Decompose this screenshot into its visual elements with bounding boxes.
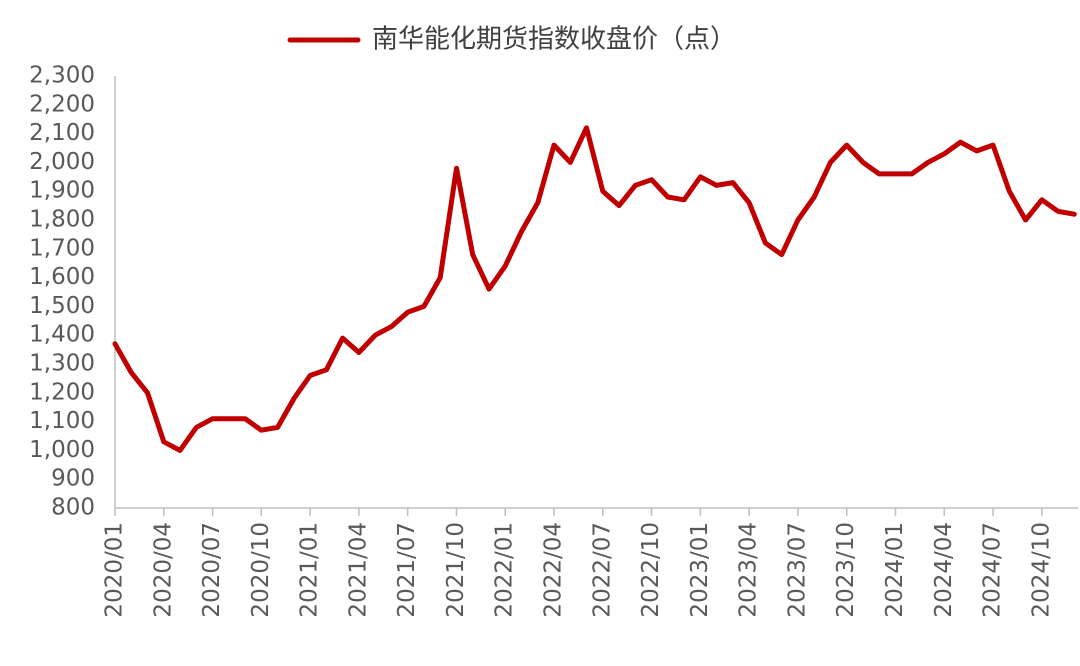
x-tick-label: 2021/10 — [443, 522, 469, 618]
x-tick-label: 2020/04 — [150, 522, 176, 618]
x-tick-label: 2021/04 — [345, 522, 371, 618]
y-tick-label: 1,800 — [29, 207, 95, 233]
y-tick-label: 1,000 — [29, 437, 95, 463]
x-tick-label: 2023/01 — [687, 522, 713, 618]
y-tick-label: 2,300 — [29, 63, 95, 89]
y-tick-label: 2,100 — [29, 120, 95, 146]
x-tick-label: 2024/01 — [882, 522, 908, 618]
y-tick-label: 1,900 — [29, 178, 95, 204]
y-tick-label: 900 — [51, 466, 95, 492]
y-tick-label: 800 — [51, 495, 95, 521]
y-tick-label: 2,200 — [29, 91, 95, 117]
y-tick-label: 1,100 — [29, 408, 95, 434]
x-tick-label: 2022/07 — [589, 522, 615, 618]
line-series — [112, 125, 1077, 453]
legend-label: 南华能化期货指数收盘价（点） — [372, 25, 736, 55]
x-tick-label: 2021/01 — [297, 522, 323, 618]
x-tick-label: 2022/10 — [638, 522, 664, 618]
x-tick-label: 2023/10 — [833, 522, 859, 618]
y-tick-label: 1,200 — [29, 379, 95, 405]
y-tick-label: 1,300 — [29, 351, 95, 377]
y-tick-label: 1,500 — [29, 293, 95, 319]
x-tick-label: 2024/10 — [1028, 522, 1054, 618]
x-tick-label: 2020/10 — [248, 522, 274, 618]
x-tick-label: 2023/04 — [736, 522, 762, 618]
y-tick-label: 1,600 — [29, 264, 95, 290]
x-tick-label: 2021/07 — [394, 522, 420, 618]
x-tick-label: 2024/07 — [980, 522, 1006, 618]
y-tick-label: 2,000 — [29, 149, 95, 175]
x-tick-label: 2023/07 — [784, 522, 810, 618]
x-tick-label: 2022/01 — [492, 522, 518, 618]
x-tick-label: 2020/07 — [199, 522, 225, 618]
y-tick-label: 1,400 — [29, 322, 95, 348]
x-tick-label: 2024/04 — [931, 522, 957, 618]
x-tick-label: 2022/04 — [541, 522, 567, 618]
y-tick-label: 1,700 — [29, 235, 95, 261]
x-tick-label: 2020/01 — [102, 522, 128, 618]
